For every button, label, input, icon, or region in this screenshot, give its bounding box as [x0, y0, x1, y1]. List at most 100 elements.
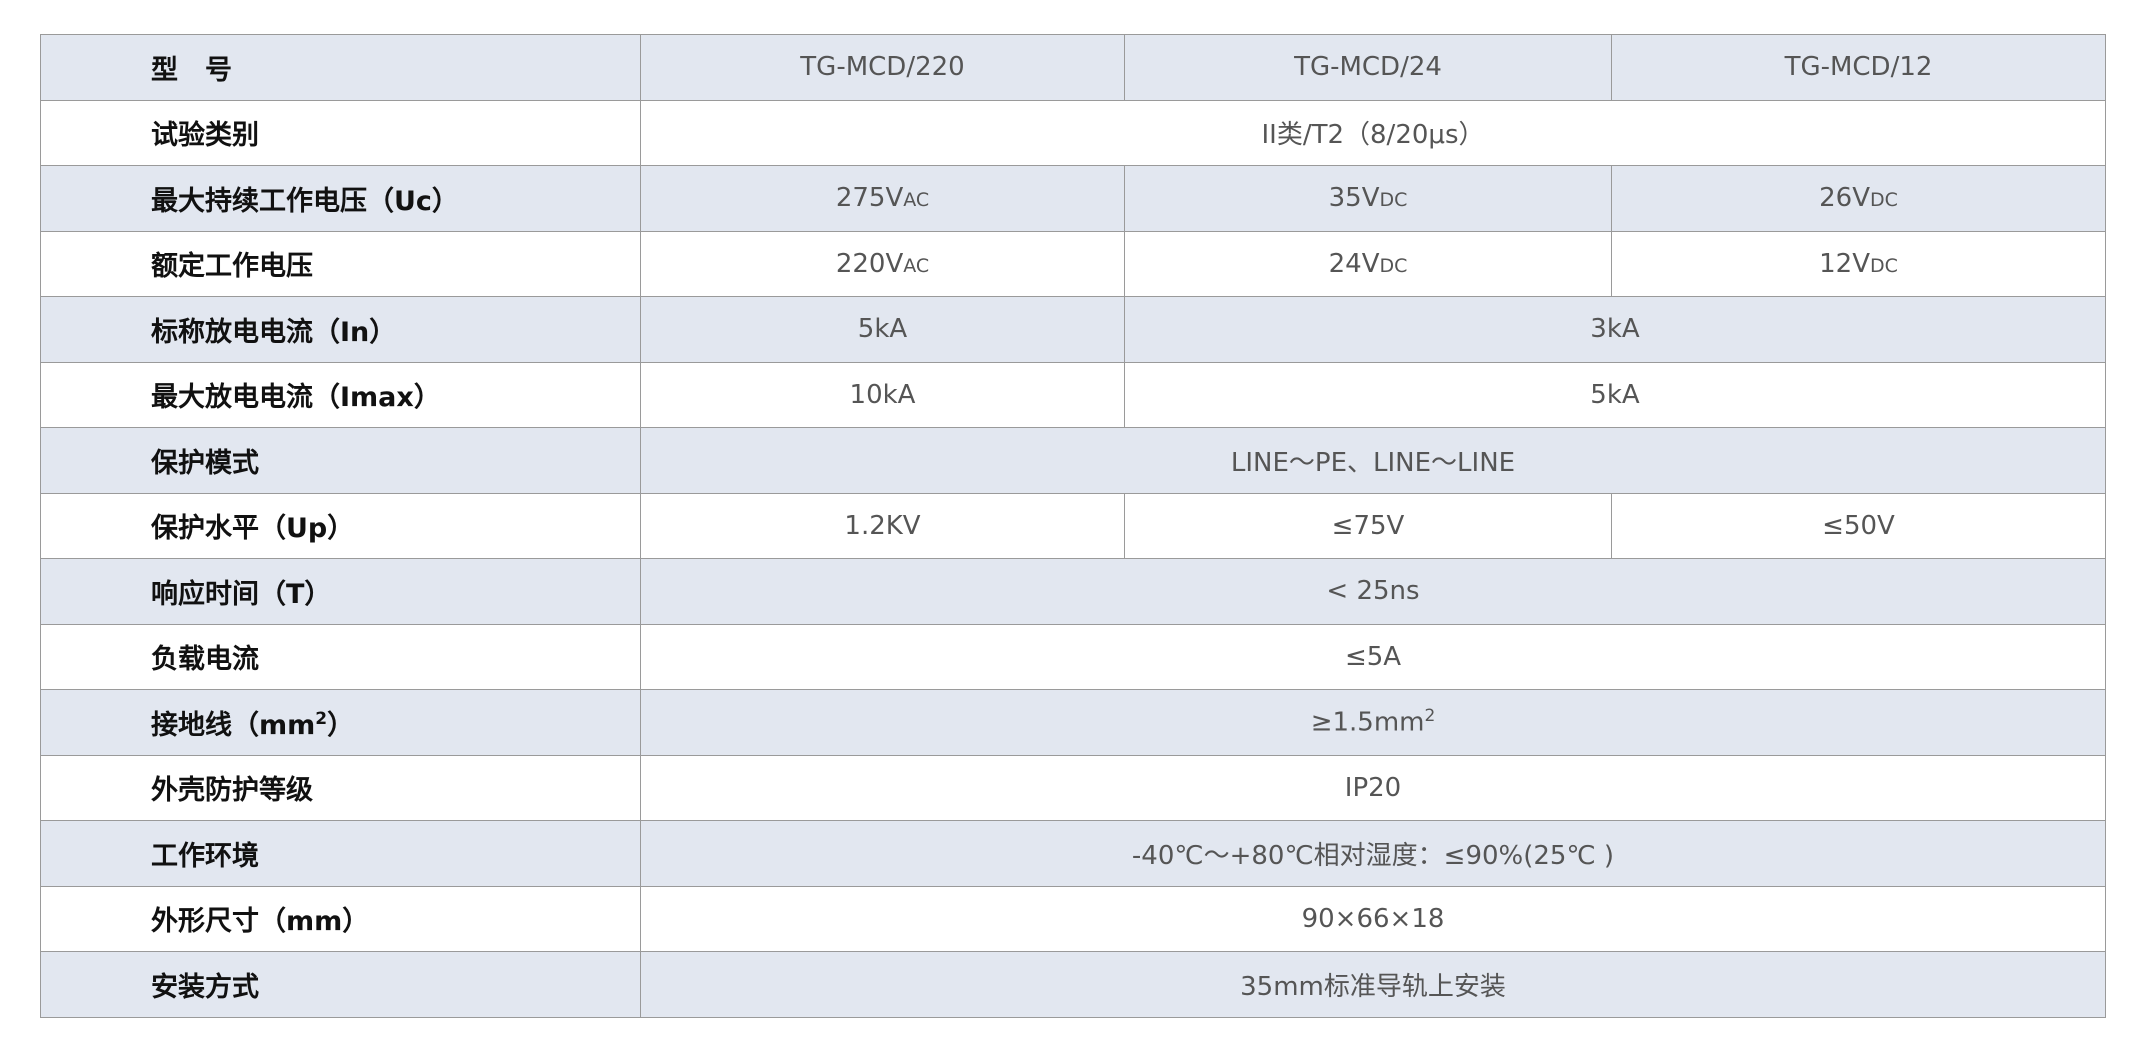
row-label-text: 最大持续工作电压（Uc） — [151, 185, 459, 217]
row-label: 保护模式 — [40, 427, 641, 494]
value-text: 24V — [1328, 248, 1380, 279]
value-cell: 5kA — [1124, 361, 2106, 428]
table-row: 额定工作电压 220VAC 24VDC 12VDC — [40, 230, 2106, 297]
value-text: ≥1.5mm — [1310, 708, 1425, 739]
row-label-text: 负载电流 — [151, 644, 259, 676]
row-label-text: 保护水平（Up） — [151, 513, 355, 545]
row-label: 工作环境 — [40, 820, 641, 887]
table-row: 外壳防护等级 IP20 — [40, 754, 2106, 821]
row-label: 最大持续工作电压（Uc） — [40, 165, 641, 232]
row-label-text: 试验类别 — [151, 120, 259, 152]
value-cell: II类/T2（8/20μs） — [640, 99, 2106, 166]
row-label-tail: ） — [327, 709, 355, 741]
row-label: 外壳防护等级 — [40, 754, 641, 821]
table-row: 最大放电电流（Imax） 10kA 5kA — [40, 361, 2106, 428]
value-cell: LINE～PE、LINE～LINE — [640, 427, 2106, 494]
value-text: -40℃～+80℃相对湿度：≤90%(25℃ ) — [1131, 840, 1615, 871]
row-label-text: 外壳防护等级 — [151, 775, 313, 807]
table-row: 负载电流 ≤5A — [40, 623, 2106, 690]
row-label-text: 工作环境 — [151, 840, 259, 872]
row-label-text: 标称放电电流（In） — [151, 316, 397, 348]
table-row: 试验类别 II类/T2（8/20μs） — [40, 99, 2106, 166]
value-unit: DC — [1869, 254, 1898, 277]
value-cell: TG-MCD/24 — [1124, 34, 1612, 101]
table-row: 外形尺寸（mm） 90×66×18 — [40, 885, 2106, 952]
value-text: LINE～PE、LINE～LINE — [1230, 447, 1516, 478]
value-text: 220V — [835, 248, 904, 279]
table-row: 保护水平（Up） 1.2KV ≤75V ≤50V — [40, 492, 2106, 559]
table-row: 型 号 TG-MCD/220 TG-MCD/24 TG-MCD/12 — [40, 34, 2106, 101]
value-text: ≤5A — [1344, 641, 1402, 672]
row-label: 保护水平（Up） — [40, 492, 641, 559]
row-label-text: 保护模式 — [151, 447, 259, 479]
table-row: 保护模式 LINE～PE、LINE～LINE — [40, 427, 2106, 494]
value-text: 275V — [835, 183, 904, 214]
value-cell: 220VAC — [640, 230, 1125, 297]
row-label-text: 额定工作电压 — [151, 251, 313, 283]
row-label: 安装方式 — [40, 951, 641, 1018]
value-unit: DC — [1379, 189, 1408, 212]
row-label: 接地线（mm2） — [40, 689, 641, 756]
value-unit: DC — [1379, 254, 1408, 277]
row-label-text: 型 号 — [151, 54, 232, 86]
value-cell: ≤50V — [1611, 492, 2106, 559]
value-cell: < 25ns — [640, 558, 2106, 625]
value-text: IP20 — [1344, 772, 1402, 803]
value-cell: 35mm标准导轨上安装 — [640, 951, 2106, 1018]
row-label-text: 最大放电电流（Imax） — [151, 382, 441, 414]
value-text: ≤75V — [1331, 510, 1405, 541]
table-row: 响应时间（T） < 25ns — [40, 558, 2106, 625]
row-label: 外形尺寸（mm） — [40, 885, 641, 952]
value-cell: 26VDC — [1611, 165, 2106, 232]
value-text: II类/T2（8/20μs） — [1261, 120, 1485, 151]
row-label: 负载电流 — [40, 623, 641, 690]
row-label: 试验类别 — [40, 99, 641, 166]
value-unit: AC — [903, 254, 930, 277]
row-label: 最大放电电流（Imax） — [40, 361, 641, 428]
value-text: 35V — [1328, 183, 1380, 214]
value-text: TG-MCD/12 — [1784, 52, 1933, 83]
value-cell: TG-MCD/220 — [640, 34, 1125, 101]
value-text: 12V — [1819, 248, 1870, 279]
table-row: 最大持续工作电压（Uc） 275VAC 35VDC 26VDC — [40, 165, 2106, 232]
row-label-sup: 2 — [315, 708, 328, 729]
value-cell: ≤75V — [1124, 492, 1612, 559]
value-cell: TG-MCD/12 — [1611, 34, 2106, 101]
row-label: 标称放电电流（In） — [40, 296, 641, 363]
value-cell: 12VDC — [1611, 230, 2106, 297]
value-cell: ≥1.5mm2 — [640, 689, 2106, 756]
value-unit: DC — [1869, 189, 1898, 212]
value-cell: 1.2KV — [640, 492, 1125, 559]
row-label-text: 接地线（mm — [151, 709, 316, 741]
value-cell: 3kA — [1124, 296, 2106, 363]
row-label: 额定工作电压 — [40, 230, 641, 297]
value-text: 10kA — [849, 379, 916, 410]
value-text: TG-MCD/24 — [1294, 52, 1442, 83]
value-text: 26V — [1819, 183, 1870, 214]
value-text: TG-MCD/220 — [800, 52, 965, 83]
table-row: 安装方式 35mm标准导轨上安装 — [40, 951, 2106, 1018]
table-row: 工作环境 -40℃～+80℃相对湿度：≤90%(25℃ ) — [40, 820, 2106, 887]
value-text: < 25ns — [1326, 576, 1420, 607]
value-cell: 10kA — [640, 361, 1125, 428]
table-row: 接地线（mm2） ≥1.5mm2 — [40, 689, 2106, 756]
spec-table: 型 号 TG-MCD/220 TG-MCD/24 TG-MCD/12 试验类别 II类/T… — [40, 34, 2106, 1018]
value-sup: 2 — [1424, 706, 1436, 727]
value-cell: ≤5A — [640, 623, 2106, 690]
row-label: 型 号 — [40, 34, 641, 101]
value-text: 1.2KV — [844, 510, 921, 541]
value-cell: 5kA — [640, 296, 1125, 363]
value-text: ≤50V — [1822, 510, 1895, 541]
value-text: 3kA — [1590, 314, 1640, 345]
value-cell: -40℃～+80℃相对湿度：≤90%(25℃ ) — [640, 820, 2106, 887]
row-label-text: 外形尺寸（mm） — [151, 906, 370, 938]
value-text: 90×66×18 — [1301, 903, 1445, 934]
value-cell: 275VAC — [640, 165, 1125, 232]
value-cell: 90×66×18 — [640, 885, 2106, 952]
value-cell: 24VDC — [1124, 230, 1612, 297]
value-text: 35mm标准导轨上安装 — [1240, 971, 1506, 1002]
row-label-text: 响应时间（T） — [151, 578, 332, 610]
value-text: 5kA — [857, 314, 908, 345]
value-cell: IP20 — [640, 754, 2106, 821]
table-row: 标称放电电流（In） 5kA 3kA — [40, 296, 2106, 363]
